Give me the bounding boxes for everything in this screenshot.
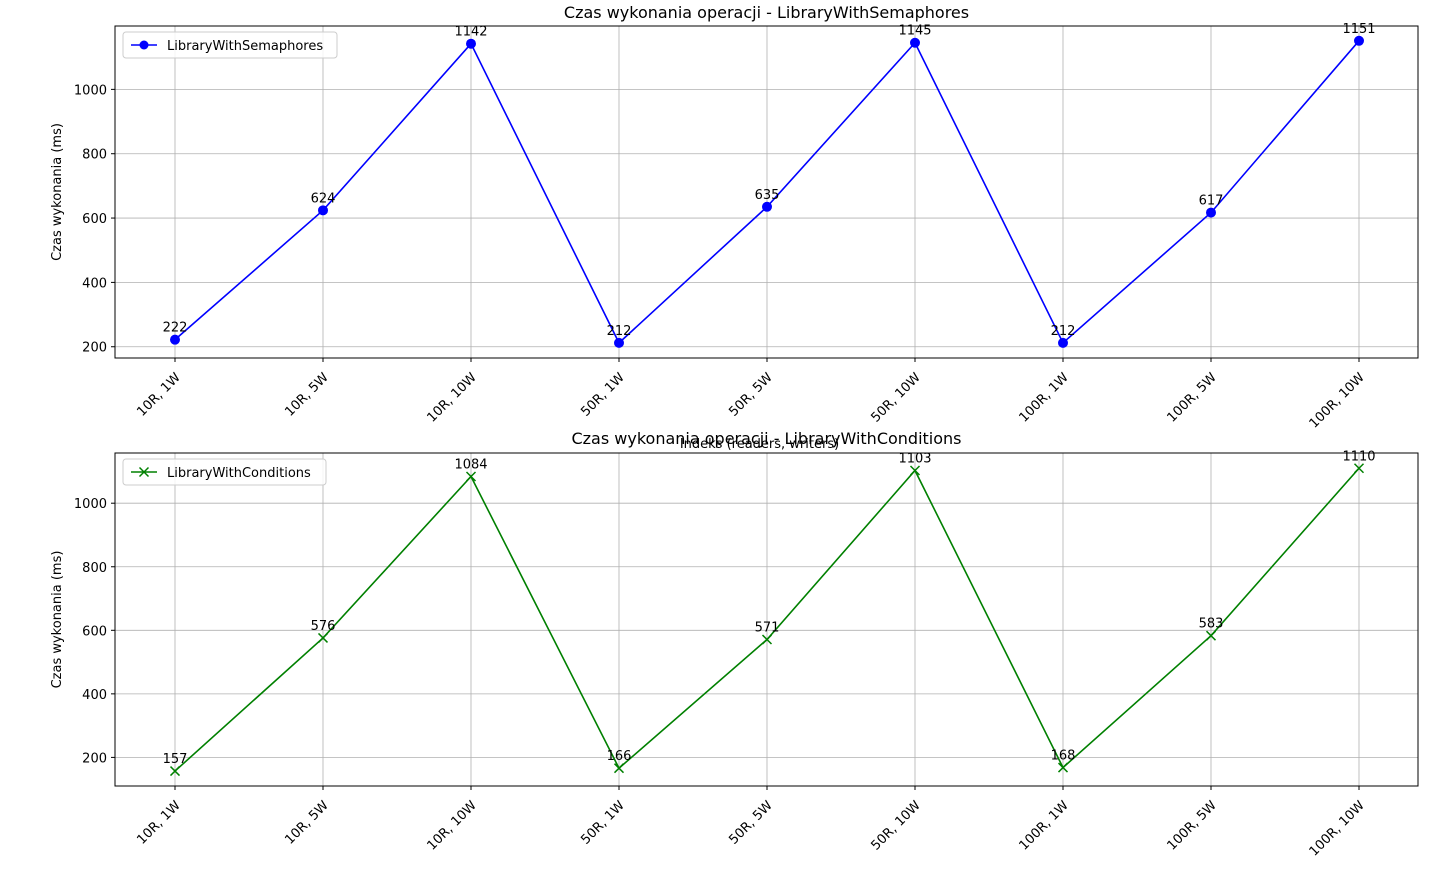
legend-marker	[139, 40, 149, 50]
x-tick-label: 100R, 10W	[1307, 798, 1368, 859]
x-tick-label: 10R, 5W	[282, 370, 332, 420]
y-tick-label: 600	[82, 624, 107, 639]
x-tick-label: 10R, 10W	[424, 370, 479, 425]
data-point	[1057, 762, 1069, 773]
data-label: 1084	[454, 458, 487, 473]
data-point	[762, 201, 772, 212]
x-tick-label: 50R, 1W	[578, 798, 628, 848]
data-point	[761, 634, 773, 645]
y-tick-label: 200	[82, 341, 107, 356]
x-tick-label: 10R, 5W	[282, 798, 332, 848]
legend-box	[122, 31, 338, 59]
data-label: 576	[311, 619, 336, 634]
data-label: 1145	[898, 24, 931, 39]
x-tick-label: 100R, 5W	[1164, 370, 1219, 425]
data-point	[317, 632, 329, 643]
y-tick-label: 800	[82, 561, 107, 576]
data-point	[170, 334, 180, 345]
x-tick-label: 10R, 1W	[134, 370, 184, 420]
data-point	[909, 465, 921, 476]
y-tick-label: 1000	[74, 497, 107, 512]
data-point	[1353, 463, 1365, 474]
data-point	[1206, 207, 1216, 218]
y-tick-label: 1000	[74, 83, 107, 98]
data-label: 617	[1199, 194, 1224, 209]
data-label: 212	[1051, 324, 1076, 339]
data-label: 1103	[898, 451, 931, 466]
x-tick-label: 50R, 5W	[726, 798, 776, 848]
data-label: 168	[1051, 749, 1076, 764]
data-label: 635	[755, 188, 780, 203]
data-point	[1058, 337, 1068, 348]
x-tick-label: 50R, 1W	[578, 370, 628, 420]
legend-label: LibraryWithConditions	[167, 466, 311, 481]
data-point	[910, 37, 920, 48]
x-tick-label: 10R, 10W	[424, 798, 479, 853]
data-label: 1110	[1342, 449, 1375, 464]
data-label: 222	[163, 321, 188, 336]
chart-title: Czas wykonania operacji - LibraryWithSem…	[564, 3, 969, 22]
data-label: 1142	[454, 25, 487, 40]
data-label: 571	[755, 621, 780, 636]
data-label: 212	[607, 324, 632, 339]
y-tick-label: 200	[82, 751, 107, 766]
chart-title: Czas wykonania operacji - LibraryWithCon…	[571, 429, 961, 448]
x-tick-label: 100R, 1W	[1016, 798, 1071, 853]
x-tick-label: 10R, 1W	[134, 798, 184, 848]
data-point	[1354, 35, 1364, 46]
x-tick-label: 100R, 10W	[1307, 370, 1368, 431]
x-tick-label: 50R, 10W	[868, 798, 923, 853]
y-axis-label: Czas wykonania (ms)	[50, 123, 65, 261]
x-tick-label: 100R, 1W	[1016, 370, 1071, 425]
data-label: 624	[311, 191, 336, 206]
data-point	[465, 471, 477, 482]
data-point	[614, 337, 624, 348]
legend-box	[122, 458, 327, 486]
legend-marker	[138, 466, 150, 478]
data-point	[318, 205, 328, 216]
y-tick-label: 800	[82, 148, 107, 163]
data-point	[169, 766, 181, 777]
data-label: 166	[607, 749, 632, 764]
y-axis-label: Czas wykonania (ms)	[50, 551, 65, 689]
legend-label: LibraryWithSemaphores	[167, 39, 323, 54]
data-label: 1151	[1342, 22, 1375, 37]
x-tick-label: 50R, 10W	[868, 370, 923, 425]
data-label: 583	[1199, 617, 1224, 632]
y-tick-label: 400	[82, 688, 107, 703]
x-tick-label: 100R, 5W	[1164, 798, 1219, 853]
x-axis-label: Indeks (readers, writers)	[680, 437, 839, 452]
y-tick-label: 600	[82, 212, 107, 227]
x-tick-label: 50R, 5W	[726, 370, 776, 420]
data-point	[466, 38, 476, 49]
data-label: 157	[163, 752, 188, 767]
data-point	[613, 763, 625, 774]
data-point	[1205, 630, 1217, 641]
y-tick-label: 400	[82, 276, 107, 291]
